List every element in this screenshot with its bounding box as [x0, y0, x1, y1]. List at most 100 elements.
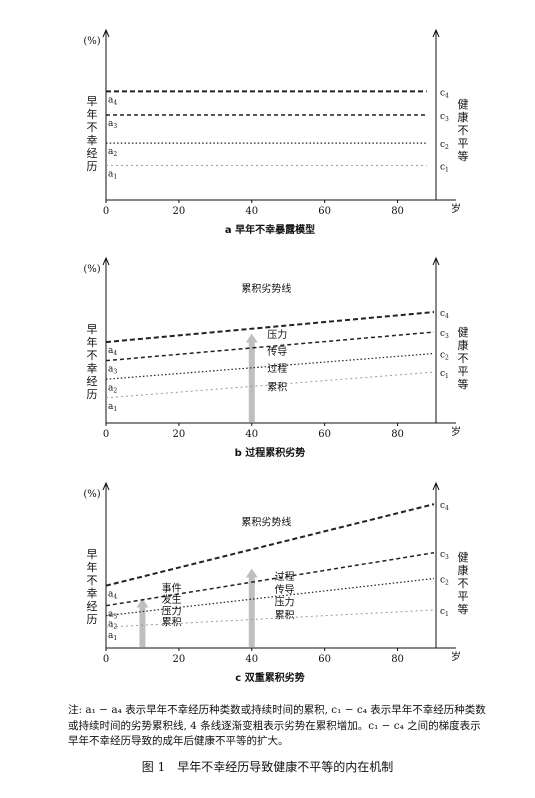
series-start-label: a3 — [108, 119, 117, 130]
left-axis-label: 幸 — [87, 587, 98, 600]
x-unit-label: 岁 — [451, 650, 461, 663]
left-axis-label: 幸 — [87, 134, 98, 147]
series-line-a4 — [105, 311, 435, 344]
chart-annotation: 发生 — [162, 593, 182, 606]
chart-annotation: 累积劣势线 — [241, 282, 291, 295]
y-axis-left-arrow-icon — [102, 256, 110, 266]
left-axis-label: 不 — [87, 349, 98, 362]
chart-subtitle: c 双重累积劣势 — [235, 671, 304, 684]
right-axis-label: 等 — [458, 149, 469, 163]
left-axis-label: 年 — [87, 335, 98, 349]
left-axis-label: 不 — [87, 574, 98, 587]
right-axis-label: 健 — [458, 326, 469, 339]
right-axis-label: 不 — [458, 124, 469, 137]
left-axis-label: 幸 — [87, 362, 98, 375]
series-end-label: c2 — [440, 576, 449, 587]
left-axis-label: 年 — [87, 560, 98, 574]
x-tick-label: 60 — [318, 206, 331, 217]
chart-annotation: 累积 — [162, 617, 182, 629]
left-axis-label: 早 — [87, 323, 98, 336]
x-tick-label: 0 — [103, 654, 109, 665]
series-start-label: a2 — [108, 147, 117, 158]
chart-annotation: 压力 — [267, 328, 287, 341]
chart-subtitle: b 过程累积劣势 — [235, 446, 306, 459]
left-axis-label: 历 — [87, 613, 98, 626]
series-start-label: a1 — [108, 402, 117, 413]
x-tick-label: 40 — [245, 206, 258, 217]
chart-annotation: 传导 — [267, 346, 287, 358]
x-tick-label: 60 — [318, 654, 331, 665]
chart-panel-1: 0 20 40 60 80 岁 (%) 早年不幸经历 健康不平等 a4 c4 a3 c3 a2 c2 a1 c1… — [83, 28, 469, 236]
series-start-label: a4 — [108, 95, 117, 106]
series-line-a2 — [105, 577, 435, 617]
growth-arrow-shaft — [248, 341, 255, 422]
series-end-label: c3 — [440, 329, 449, 340]
series-line-a2 — [105, 352, 435, 380]
x-unit-label: 岁 — [451, 202, 461, 215]
x-tick-label: 0 — [103, 429, 109, 440]
y-axis-left-arrow-icon — [102, 481, 110, 491]
series-end-label: c1 — [440, 607, 449, 618]
y-unit-label: (%) — [83, 36, 100, 47]
chart-annotation: 压力 — [162, 604, 182, 617]
series-line-a3 — [105, 552, 435, 607]
left-axis-label: 早 — [87, 548, 98, 561]
left-axis-label: 早 — [87, 95, 98, 108]
series-start-label: a2 — [108, 383, 117, 394]
chart-subtitle: a 早年不幸暴露模型 — [225, 223, 315, 236]
y-unit-label: (%) — [83, 264, 100, 275]
right-axis-label: 康 — [458, 563, 469, 577]
x-tick-label: 20 — [173, 206, 186, 217]
series-end-label: c2 — [440, 140, 449, 151]
x-tick-label: 80 — [391, 654, 404, 665]
figure-note: 注: a₁ − a₄ 表示早年不幸经历种类数或持续时间的累积, c₁ − c₄ … — [68, 704, 486, 747]
left-axis-label: 历 — [87, 388, 98, 401]
chart-annotation: 事件 — [162, 581, 182, 594]
right-axis-label: 等 — [458, 602, 469, 616]
growth-arrow-head-icon — [245, 568, 258, 578]
x-tick-label: 40 — [245, 654, 258, 665]
left-axis-label: 不 — [87, 121, 98, 134]
left-axis-label: 经 — [87, 147, 98, 160]
y-axis-right-arrow-icon — [432, 28, 440, 38]
chart-annotation: 传导 — [275, 584, 295, 596]
figure-caption: 图 1 早年不幸经历导致健康不平等的内在机制 — [141, 760, 394, 774]
x-tick-label: 20 — [173, 429, 186, 440]
chart-annotation: 过程 — [267, 362, 287, 375]
right-axis-label: 平 — [458, 590, 469, 603]
left-axis-label: 经 — [87, 600, 98, 613]
x-tick-label: 20 — [173, 654, 186, 665]
series-end-label: c3 — [440, 550, 449, 561]
series-end-label: c4 — [440, 501, 449, 512]
y-axis-right-arrow-icon — [432, 481, 440, 491]
chart-panel-3: 0 20 40 60 80 岁(%)早年不幸经历健康不平等a4c4a3c3a2c2a1c1… — [83, 481, 469, 684]
chart-annotation: 过程 — [275, 570, 295, 583]
chart-annotation: 累积劣势线 — [241, 516, 291, 529]
x-tick-label: 40 — [245, 429, 258, 440]
y-axis-right-arrow-icon — [432, 256, 440, 266]
right-axis-label: 健 — [458, 551, 469, 564]
right-axis-label: 等 — [458, 377, 469, 391]
x-unit-label: 岁 — [451, 425, 461, 438]
y-unit-label: (%) — [83, 489, 100, 500]
series-line-a1 — [105, 609, 435, 628]
series-line-a3 — [105, 331, 435, 362]
right-axis-label: 健 — [458, 98, 469, 111]
series-end-label: c3 — [440, 112, 449, 123]
x-tick-label: 0 — [103, 206, 109, 217]
left-axis-label: 经 — [87, 375, 98, 388]
x-tick-label: 80 — [391, 206, 404, 217]
right-axis-label: 不 — [458, 352, 469, 365]
series-end-label: c4 — [440, 88, 449, 99]
right-axis-label: 平 — [458, 137, 469, 150]
right-axis-label: 平 — [458, 365, 469, 378]
series-start-label: a4 — [108, 346, 117, 357]
series-start-label: a1 — [108, 631, 117, 642]
x-tick-label: 80 — [391, 429, 404, 440]
growth-arrow-shaft — [139, 606, 146, 647]
figure-svg: 0 20 40 60 80 岁(%)早年不幸经历健康不平等a4c4a3c3a2c2a1c1… — [83, 28, 469, 684]
series-start-label: a4 — [108, 590, 117, 601]
series-line-a4 — [105, 503, 435, 587]
growth-arrow-head-icon — [136, 598, 149, 608]
right-axis-label: 康 — [458, 338, 469, 352]
